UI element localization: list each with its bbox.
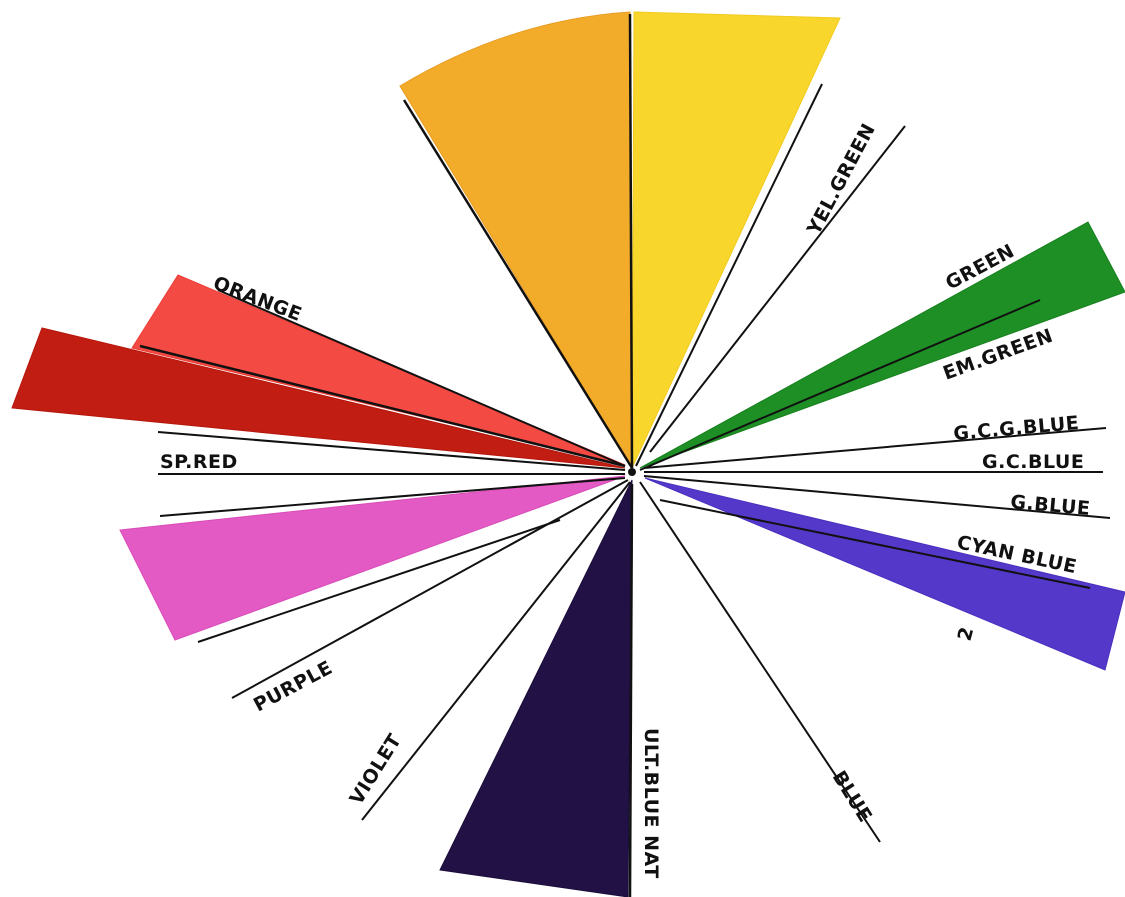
wedge-purple (119, 475, 626, 641)
rays (157, 83, 1111, 843)
wedge-sp-red (11, 327, 626, 469)
ray-orange (217, 289, 626, 467)
ray-gcg-blue (643, 427, 1107, 469)
ray-sp-red-upper (157, 431, 626, 471)
wedge-yellow (631, 11, 841, 469)
label-violet: VIOLET (346, 730, 407, 809)
label-gc-blue: G.C.BLUE (982, 451, 1084, 473)
ray-yel-green-outer (649, 125, 906, 453)
label-gcg-blue: G.C.G.BLUE (953, 412, 1081, 445)
label-blue: BLUE (828, 767, 877, 826)
wedges (11, 11, 1125, 897)
label-number-two: 2 (954, 624, 979, 643)
ray-violet (361, 481, 631, 821)
ray-purple-lower (197, 519, 561, 643)
label-g-blue: G.BLUE (1010, 491, 1092, 520)
label-sp-red: SP.RED (160, 451, 238, 473)
edge-ult-blue-right (628, 483, 634, 897)
label-purple: PURPLE (250, 657, 336, 717)
center-hub (628, 468, 636, 476)
ray-em-green (639, 299, 1041, 471)
ray-yel-green (635, 83, 823, 467)
edge-orange-yellow-left (402, 99, 634, 469)
wedge-ult-blue (439, 479, 633, 897)
wedge-orange-yellow (399, 11, 633, 470)
ray-purple-edge (159, 477, 626, 517)
wedge-edges (139, 13, 634, 897)
label-yel-green: YEL.GREEN (803, 120, 880, 240)
edge-yellow-center (628, 13, 634, 469)
wedge-green (639, 221, 1125, 469)
label-ult-blue-nat: ULT.BLUE NAT (640, 728, 662, 879)
ray-purple (231, 479, 629, 699)
ray-cyan-blue (659, 499, 1091, 589)
wedge-cyan-blue (644, 477, 1125, 671)
ray-blue (639, 481, 881, 843)
ray-g-blue (643, 475, 1111, 519)
edge-orange-bottom (139, 344, 626, 468)
